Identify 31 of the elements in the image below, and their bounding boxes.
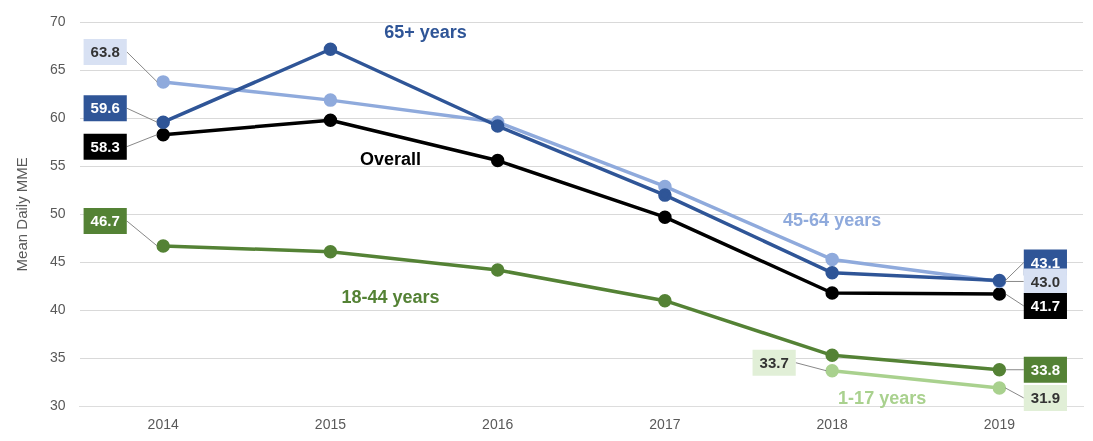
x-tick-label: 2017: [649, 416, 681, 433]
data-label: 43.0: [1030, 272, 1060, 290]
series-label: 45-64 years: [783, 210, 882, 231]
x-tick-label: 2019: [983, 416, 1016, 433]
data-label: 33.8: [1030, 360, 1060, 378]
data-label: 31.9: [1030, 389, 1060, 407]
y-tick-label: 60: [49, 109, 66, 126]
y-axis-title: Mean Daily MME: [13, 157, 31, 272]
data-label: 63.8: [90, 43, 120, 61]
y-tick-label: 65: [49, 61, 66, 78]
data-label: 41.7: [1030, 297, 1060, 315]
y-tick-label: 40: [49, 301, 66, 318]
y-tick-label: 35: [49, 349, 66, 366]
data-label: 46.7: [90, 212, 120, 230]
series-label: 18-44 years: [341, 286, 440, 307]
y-tick-label: 45: [49, 253, 66, 270]
x-tick-label: 2018: [816, 416, 848, 433]
series-label: Overall: [359, 149, 421, 170]
data-label: 59.6: [90, 99, 120, 117]
series-label: 1-17 years: [838, 387, 927, 408]
x-tick-label: 2014: [147, 416, 179, 433]
y-tick-label: 70: [49, 13, 66, 30]
y-tick-label: 50: [49, 205, 66, 222]
data-label: 33.7: [759, 353, 789, 371]
x-tick-label: 2015: [314, 416, 347, 433]
data-label: 43.1: [1030, 253, 1060, 271]
series-label: 65+ years: [384, 22, 467, 43]
y-tick-label: 55: [49, 157, 66, 174]
data-label: 58.3: [90, 137, 120, 155]
x-tick-label: 2016: [482, 416, 514, 433]
y-tick-label: 30: [49, 397, 66, 414]
